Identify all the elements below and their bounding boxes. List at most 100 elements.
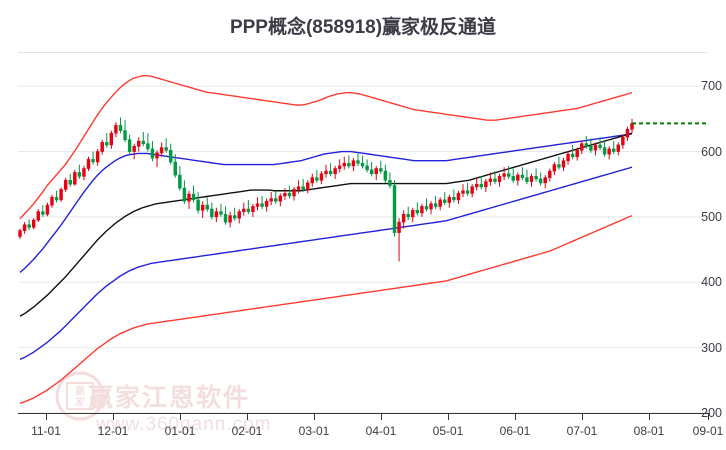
candle-body-down [274,198,278,202]
candle-body-down [205,204,209,210]
svg-text:家: 家 [75,396,85,409]
candle-body-up [50,196,54,206]
candle-body-up [269,198,273,202]
x-axis-tick-label: 09-01 [692,424,724,438]
y-axis-tick-label: 200 [701,406,722,420]
candle-body-up [429,203,433,210]
x-axis-tick [247,413,248,420]
x-axis-line [18,413,708,414]
candlestick-series [18,117,634,262]
candle-body-down [534,176,538,180]
watermark-brand: 赢家江恩软件 [88,384,251,412]
svg-text:赢: 赢 [75,384,85,397]
x-axis-tick-label: 12-01 [97,424,129,438]
candle-body-up [484,181,488,188]
candle-body-down [493,178,497,182]
candle-body-down [173,161,177,176]
y-axis-tick-label: 300 [701,340,722,355]
candle-body-down [424,206,429,210]
candle-body-up [575,149,579,158]
channel-bands [19,74,633,404]
candle-body-down [150,148,155,159]
candle-body-up [36,211,40,221]
candle-body-up [447,196,452,203]
candle-body-down [178,174,182,189]
x-axis-tick-label: 04-01 [365,424,397,438]
candle-body-up [187,193,191,202]
candle-body-down [584,143,589,147]
candle-body-up [566,153,570,161]
gridlines [18,85,708,413]
y-axis-tick-label: 400 [701,275,722,290]
candle-body-down [301,186,305,190]
candle-body-down [465,190,470,194]
candle-body-up [18,230,22,237]
candle-body-up [593,144,598,151]
candle-body-up [401,213,406,223]
candle-body-down [287,193,292,197]
candle-body-up [616,144,621,152]
candle-body-up [278,195,283,202]
candle-body-up [456,193,461,201]
channel-band-line [19,133,633,273]
candle-body-down [146,143,150,150]
candle-body-up [306,182,310,190]
plot-area [18,60,708,413]
channel-band-line [19,166,633,361]
candle-body-down [612,148,616,152]
candle-body-up [621,136,625,146]
candle-body-down [415,210,420,214]
candle-body-up [516,174,520,181]
candle-body-down [511,176,515,181]
candle-body-down [223,213,228,223]
candle-body-down [388,179,392,186]
candle-body-down [356,160,360,164]
candle-body-down [365,165,369,171]
x-axis-tick-label: 06-01 [499,424,531,438]
candle-body-up [461,190,465,194]
candle-body-up [310,177,315,184]
candle-body-down [123,130,127,141]
candle-body-down [406,213,410,218]
candle-body-up [552,164,557,172]
candle-body-up [228,215,232,223]
candle-body-up [132,145,136,152]
candle-body-down [369,169,374,175]
watermark-seal-icon: 赢 家 [55,371,105,421]
candle-body-down [141,140,146,144]
candle-body-down [589,145,593,151]
candle-body-up [45,204,50,215]
y-axis-tick-label: 600 [701,144,722,159]
candle-body-up [22,224,27,231]
chart-title: PPP概念(858918)赢家极反通道 [229,17,497,38]
candle-body-up [159,147,164,154]
candle-body-up [324,170,328,175]
candle-body-down [602,147,607,155]
x-axis-tick [113,413,114,420]
candle-body-down [182,187,187,202]
candle-body-down [219,211,223,215]
x-axis-tick-label: 05-01 [432,424,464,438]
candle-body-up [264,200,269,207]
candle-body-up [497,176,502,182]
candle-body-up [529,176,534,182]
x-axis-tick [582,413,583,420]
x-axis-tick-label: 11-01 [31,424,61,438]
candle-body-up [31,219,36,228]
candle-body-up [95,151,100,163]
candle-body-up [86,159,91,169]
candle-body-up [109,132,114,146]
x-axis-tick [708,413,709,420]
candle-body-up [137,140,141,147]
candle-body-down [164,147,168,151]
x-axis-tick-label: 07-01 [566,424,598,438]
candle-body-down [383,170,388,181]
candle-body-up [283,193,287,197]
candle-body-up [625,128,630,138]
candle-body-down [260,203,264,207]
candle-body-down [191,193,196,201]
candle-body-down [479,183,483,188]
candle-body-down [520,174,525,178]
candle-body-down [127,139,132,152]
